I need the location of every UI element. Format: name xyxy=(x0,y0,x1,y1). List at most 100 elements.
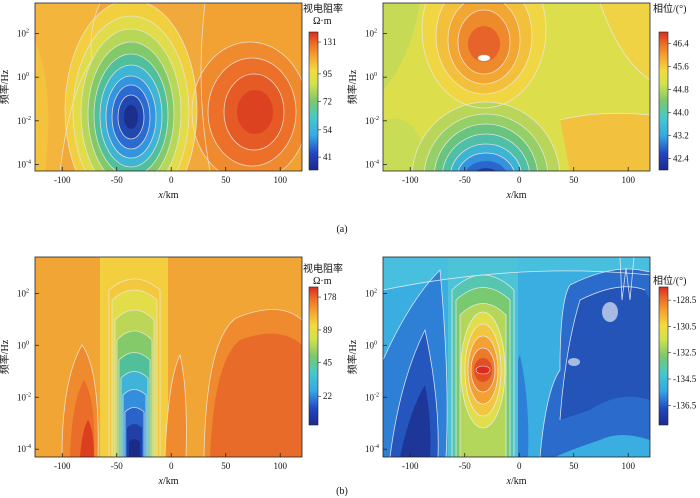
mid-contour-10 xyxy=(129,439,140,457)
row-label-a: (a) xyxy=(336,224,347,235)
colorbar-tick-label: 72 xyxy=(323,96,332,106)
y-tick-exponent: -4 xyxy=(374,159,379,165)
y-axis-label: 频率/Hz xyxy=(346,339,359,374)
y-axis-label: 频率/Hz xyxy=(346,69,359,104)
y-tick-label: 10 xyxy=(17,288,27,298)
y-tick-exponent: 2 xyxy=(26,288,29,294)
x-tick-label: -100 xyxy=(54,461,71,471)
x-axis-unit: /km xyxy=(511,190,527,201)
y-tick-exponent: 0 xyxy=(374,72,377,78)
y-tick-exponent: -2 xyxy=(26,116,31,122)
contour-lines xyxy=(383,257,650,457)
x-axis-label: x/km xyxy=(505,476,526,487)
x-axis-unit: /km xyxy=(511,476,527,487)
left-upper-band xyxy=(383,3,420,90)
x-axis-label: x/km xyxy=(157,476,178,487)
colorbar-tick-label: 41 xyxy=(323,152,332,162)
y-axis-label: 频率/Hz xyxy=(0,339,11,374)
x-tick-label: 100 xyxy=(621,175,635,185)
y-tick-label: 10 xyxy=(365,29,375,39)
y-tick-exponent: -2 xyxy=(26,392,31,398)
row-label-b: (b) xyxy=(336,486,348,497)
y-axis-label: 频率/Hz xyxy=(0,69,11,104)
x-tick-label: 50 xyxy=(569,461,579,471)
colorbar-tick-label: 43.2 xyxy=(673,131,689,141)
left-lobe-3 xyxy=(80,420,94,457)
x-tick-label: 0 xyxy=(169,175,174,185)
colorbar-a-right: 46.4 45.6 44.8 44.0 43.2 42.4 相位/(°) xyxy=(653,2,689,171)
y-tick-label: 10 xyxy=(17,72,27,82)
left-low-3 xyxy=(400,385,431,457)
right-low-spot xyxy=(602,302,618,322)
y-tick-exponent: 0 xyxy=(374,340,377,346)
x-tick-label: 0 xyxy=(517,175,522,185)
y-tick-label: 10 xyxy=(365,340,375,350)
x-tick-label: -100 xyxy=(54,175,71,185)
x-tick-label: 100 xyxy=(621,461,635,471)
x-tick-label: -50 xyxy=(111,461,123,471)
right-lower-band xyxy=(560,113,650,171)
low-contour-7 xyxy=(465,161,507,171)
colorbar-tick-label: 54 xyxy=(323,125,333,135)
y-tick-exponent: 0 xyxy=(26,72,29,78)
x-tick-label: 50 xyxy=(569,175,579,185)
colorbar-tick-label: -128.5 xyxy=(673,295,697,305)
colorbar-ramp xyxy=(308,286,319,426)
heatmap-b-right xyxy=(383,257,650,457)
contour-lines xyxy=(61,278,302,457)
colorbar-tick-label: 89 xyxy=(323,325,333,335)
heatmap-a-right xyxy=(383,3,650,171)
y-tick-label: 10 xyxy=(365,288,375,298)
colorbar-tick-label: 42.4 xyxy=(673,154,689,164)
colorbar-title: 视电阻率 xyxy=(303,262,343,275)
contour-lines xyxy=(59,3,302,171)
low-contour-10 xyxy=(124,105,138,129)
y-tick-exponent: -2 xyxy=(374,392,379,398)
colorbar-title: 视电阻率 xyxy=(303,2,343,15)
y-tick-exponent: 0 xyxy=(26,340,29,346)
colorbar-tick-label: 44.0 xyxy=(673,108,689,118)
mid-lobe-1 xyxy=(165,355,187,457)
colorbar-tick-label: 95 xyxy=(323,69,333,79)
plot-frame xyxy=(382,256,651,458)
heatmap-b-left xyxy=(35,257,302,457)
x-axis-var: x xyxy=(157,190,163,201)
left-edge-band xyxy=(35,40,49,171)
y-tick-label: 10 xyxy=(17,444,27,454)
colorbars: 13195725441视电阻率Ω·m46.445.644.844.043.242… xyxy=(303,2,697,426)
colorbar-ramp xyxy=(658,31,669,171)
colorbar-unit: Ω·m xyxy=(313,16,332,27)
y-tick-label: 10 xyxy=(365,444,375,454)
colorbar-tick-label: 46.4 xyxy=(673,39,689,49)
x-axis-label: x/km xyxy=(505,190,526,201)
x-tick-label: 100 xyxy=(273,461,287,471)
colorbar-ramp xyxy=(658,286,669,426)
x-axis-unit: /km xyxy=(163,476,179,487)
colorbar-unit: Ω·m xyxy=(313,276,332,287)
colorbar-tick-label: -132.5 xyxy=(673,348,697,358)
colorbar-tick-label: -136.5 xyxy=(673,400,697,410)
mid-contour-9 xyxy=(475,365,491,375)
y-tick-exponent: 2 xyxy=(374,29,377,35)
x-tick-label: -100 xyxy=(402,175,419,185)
y-tick-exponent: 2 xyxy=(374,288,377,294)
x-axis-unit: /km xyxy=(163,190,179,201)
high-contour-5 xyxy=(468,26,500,62)
y-tick-label: 10 xyxy=(17,29,27,39)
colorbar-tick-label: 44.8 xyxy=(673,85,689,95)
x-tick-label: -50 xyxy=(459,175,471,185)
x-axis-var: x xyxy=(157,476,163,487)
colorbar-tick-label: 45.6 xyxy=(673,62,689,72)
x-tick-label: -100 xyxy=(402,461,419,471)
x-tick-label: 50 xyxy=(221,175,231,185)
high-contour-4 xyxy=(237,90,273,134)
